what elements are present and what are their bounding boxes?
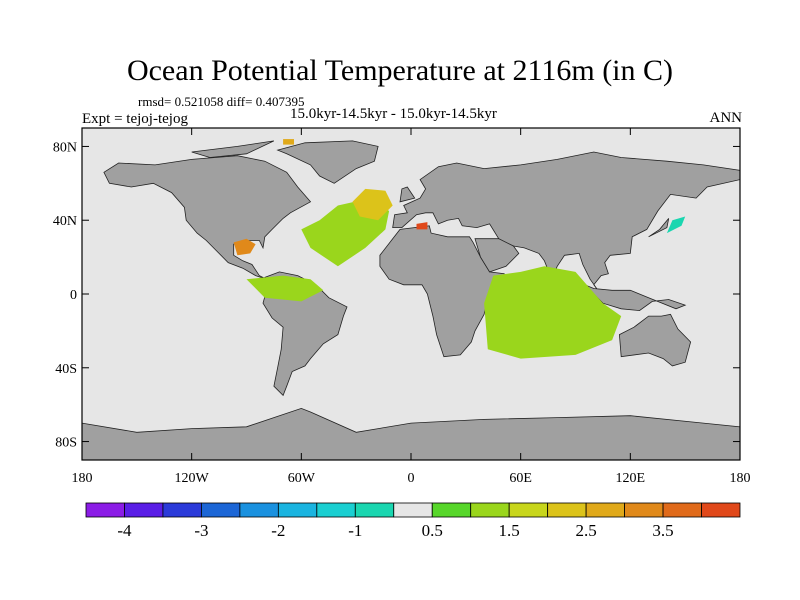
y-tick-label: 40N <box>53 214 77 229</box>
indonesia-landmass <box>584 284 687 312</box>
colorbar-swatch <box>508 502 549 518</box>
x-tick-label: 120W <box>175 471 210 486</box>
colorbar-tick-label: 1.5 <box>499 521 520 540</box>
colorbar-tick-label: 3.5 <box>652 521 673 540</box>
arabia-landmass <box>474 238 520 273</box>
colorbar-swatch <box>124 502 164 518</box>
x-tick-label: 60E <box>509 471 532 486</box>
anomaly-patch <box>246 275 324 302</box>
stats-line: rmsd= 0.521058 diff= 0.407395 <box>138 94 305 109</box>
australia-landmass <box>618 313 692 367</box>
anomaly-patch <box>233 238 256 256</box>
colorbar-swatch <box>277 502 318 518</box>
y-tick-label: 80S <box>55 436 77 451</box>
colorbar-swatch <box>162 502 202 518</box>
anomaly-patch <box>352 188 393 221</box>
colorbar-swatch <box>662 502 702 518</box>
arctic-islands-landmass <box>191 140 275 158</box>
japan-landmass <box>648 218 670 238</box>
chart-subtitle: 15.0kyr-14.5kyr - 15.0kyr-14.5kyr <box>290 106 497 122</box>
x-tick-label: 60W <box>288 471 316 486</box>
y-tick-label: 80N <box>53 140 77 155</box>
anomaly-patch <box>416 222 428 230</box>
colorbar-tick-label: 2.5 <box>575 521 596 540</box>
colorbar-swatch <box>316 502 356 518</box>
season-label: ANN <box>709 110 743 126</box>
colorbar-swatch <box>624 502 664 518</box>
x-tick-label: 180 <box>730 471 751 486</box>
colorbar-swatch <box>585 502 625 518</box>
north-america-landmass <box>103 155 312 280</box>
colorbar-tick-label: -3 <box>194 521 208 540</box>
colorbar-swatch <box>239 502 279 518</box>
south-america-landmass <box>262 271 348 397</box>
colorbar-swatch <box>201 502 241 518</box>
anomaly-patch <box>484 266 622 359</box>
x-tick-label: 180 <box>72 471 93 486</box>
experiment-label: Expt = tejoj-tejog <box>82 111 188 127</box>
colorbar-tick-label: 0.5 <box>422 521 443 540</box>
colorbar-tick-label: -1 <box>348 521 362 540</box>
colorbar-tick-label: -4 <box>117 521 132 540</box>
colorbar-tick-label: -2 <box>271 521 285 540</box>
chart-title: Ocean Potential Temperature at 2116m (in… <box>126 54 674 87</box>
anomaly-patch <box>283 139 294 145</box>
colorbar-swatch <box>85 502 125 518</box>
y-tick-label: 40S <box>55 362 77 377</box>
colorbar-swatch <box>354 502 395 518</box>
colorbar-swatch <box>701 502 741 518</box>
x-tick-label: 0 <box>408 471 415 486</box>
x-tick-label: 120E <box>616 471 646 486</box>
colorbar-swatch <box>547 502 587 518</box>
uk-landmass <box>399 186 416 203</box>
greenland-landmass <box>276 140 379 184</box>
anomaly-patch <box>666 216 686 234</box>
eurasia-landmass <box>392 151 741 293</box>
colorbar-swatch <box>470 502 510 518</box>
colorbar-swatch <box>431 502 472 518</box>
y-tick-label: 0 <box>70 288 77 303</box>
colorbar-swatch <box>393 502 433 518</box>
